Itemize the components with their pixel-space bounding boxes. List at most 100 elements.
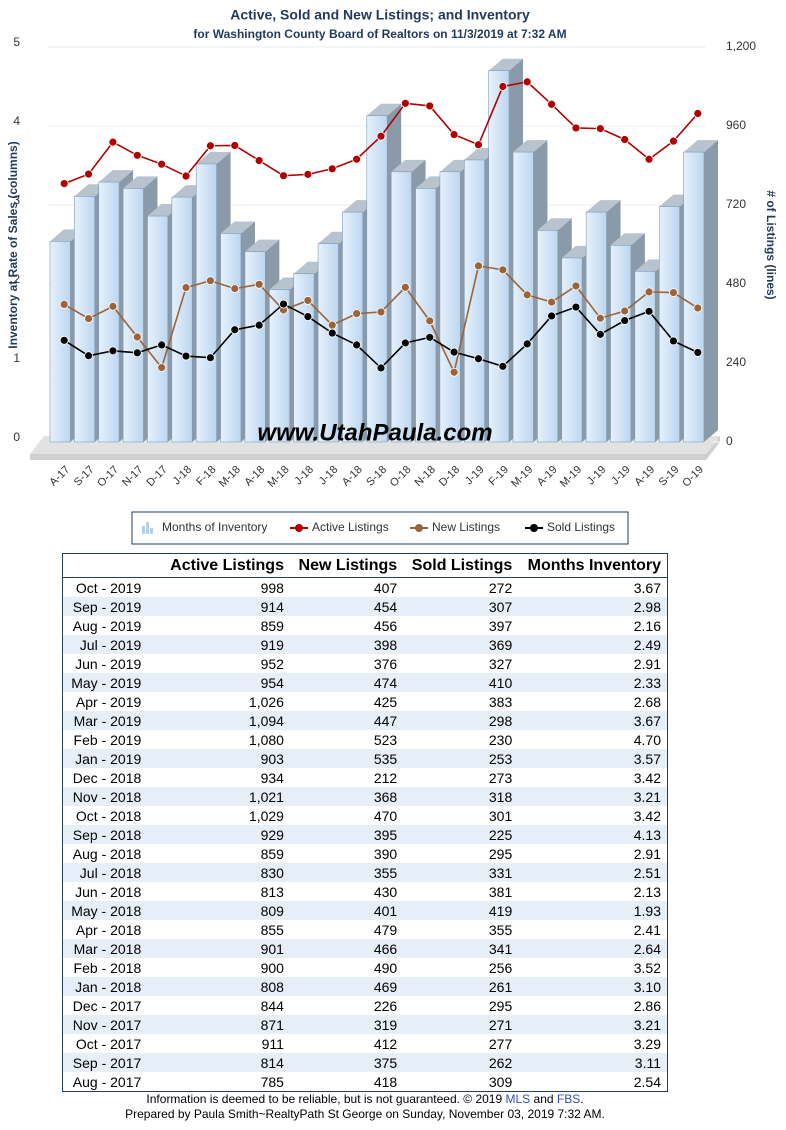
table-cell: 397	[488, 617, 513, 634]
y-tick-label: 3	[13, 193, 20, 207]
table-row: Oct - 2019 998 407 272 3.67	[63, 578, 668, 598]
y-tick-label: 0	[13, 430, 20, 444]
line-point	[449, 130, 459, 139]
table-row: Jan - 2018 808 469 261 3.10	[62, 977, 668, 996]
table-cell: 785	[260, 1073, 284, 1090]
table-cell: 419	[403, 901, 519, 920]
bar	[658, 206, 680, 443]
bar-top	[391, 159, 426, 172]
table-header: Active Listings New Listings Sold Listings…	[62, 553, 668, 578]
bar	[220, 233, 242, 443]
table-cell: 2.51	[518, 863, 668, 882]
line-point	[327, 328, 337, 338]
line-point	[206, 276, 215, 286]
bar-top	[610, 233, 645, 246]
bar	[147, 215, 169, 443]
mls-link[interactable]: MLS	[505, 1092, 531, 1106]
x-tick-label: M-18	[217, 464, 243, 490]
table-cell: 1,080	[248, 731, 284, 748]
table-cell: 1,021	[161, 787, 290, 806]
line-point	[279, 171, 288, 181]
table-cell: Jul - 2018	[62, 863, 162, 882]
table-cell: 368	[289, 787, 404, 806]
table-cell: 523	[373, 731, 398, 748]
line-point	[132, 332, 142, 342]
table-cell: 859	[260, 617, 284, 634]
table-cell: 277	[488, 1035, 513, 1052]
x-tick-label: S-17	[72, 464, 97, 489]
line-point	[303, 312, 313, 321]
y-tick-label: 4	[13, 114, 20, 128]
table-cell: 256	[488, 959, 513, 976]
table-cell: 355	[289, 863, 404, 882]
table-cell: 407	[373, 579, 398, 596]
table-cell: 383	[488, 693, 513, 710]
table-cell: 3.10	[518, 977, 668, 996]
table-cell: 859	[260, 845, 284, 862]
legend-swatch	[146, 522, 149, 534]
table-cell: Jul - 2019	[62, 635, 162, 654]
table-row: Sep - 2019 914 454 307 2.98	[62, 597, 668, 616]
table-cell: Aug - 2018	[72, 845, 142, 862]
line-point	[181, 351, 191, 361]
table-cell: 412	[373, 1035, 398, 1052]
bar	[98, 181, 120, 443]
bar	[171, 196, 193, 443]
line-point	[254, 156, 264, 165]
line-point	[108, 137, 118, 147]
table-row: Mar - 2019 1,094 447 298 3.67	[62, 711, 668, 730]
table-row: Jan - 2019 903 535 253 3.57	[62, 749, 668, 768]
table-cell: Nov - 2017	[62, 1015, 162, 1034]
line-point	[132, 348, 142, 358]
table-cell: 4.13	[518, 825, 668, 844]
table-cell: Aug - 2017	[72, 1073, 142, 1090]
table-cell: 954	[161, 673, 290, 692]
table-cell: 273	[488, 769, 513, 786]
chart: Active, Sold and New Listings; and Inven…	[6, 7, 778, 545]
x-tick-label: F-18	[194, 464, 218, 488]
y2-tick-label: 720	[726, 197, 746, 211]
table-cell: 903	[161, 749, 290, 768]
table-cell: 3.52	[633, 959, 661, 976]
table-cell: Sep - 2018	[62, 825, 162, 844]
bar	[488, 70, 510, 443]
table-cell: 1.93	[518, 901, 668, 920]
x-tick-label: M-18	[265, 464, 291, 490]
table-cell: 2.91	[633, 655, 661, 672]
line-point	[352, 154, 362, 164]
table-row: Apr - 2019 1,026 425 383 2.68	[63, 692, 668, 711]
line-point	[352, 340, 362, 350]
footer-text: and	[530, 1092, 557, 1106]
table-cell: Oct - 2017	[75, 1035, 142, 1052]
line-point	[693, 303, 703, 313]
table-cell: 295	[488, 845, 513, 862]
bar-top	[196, 151, 231, 164]
y2-axis-label: # of Listings (lines)	[764, 190, 778, 299]
line-point	[620, 316, 630, 325]
y-axis-label: Inventory at Rate of Sales (columns)	[6, 141, 20, 348]
line-point	[522, 339, 532, 349]
fbs-link[interactable]: FBS	[556, 1092, 581, 1106]
table-cell: 2.86	[633, 997, 661, 1014]
x-tick-label: D-17	[144, 464, 169, 489]
table-cell: 474	[289, 673, 404, 692]
x-tick-label: O-19	[680, 464, 706, 490]
line-point	[108, 301, 118, 311]
table-cell: 430	[373, 883, 398, 900]
y2-tick-label: 240	[726, 355, 746, 369]
table-cell: 830	[161, 863, 290, 882]
line-point	[693, 348, 703, 357]
line-point	[474, 140, 483, 150]
x-tick-label: A-18	[340, 464, 365, 489]
y-tick-label: 2	[13, 272, 20, 286]
table-cell: 3.11	[518, 1053, 668, 1072]
table-cell: 3.21	[518, 1015, 668, 1034]
table-cell: 2.16	[633, 617, 661, 634]
bar-top	[488, 58, 524, 71]
bar	[683, 151, 705, 443]
legend-swatch	[530, 524, 538, 532]
y-tick-label: 1	[13, 351, 20, 365]
legend-swatch	[415, 524, 423, 532]
line-point	[181, 283, 191, 293]
x-tick-label: J-19	[609, 464, 633, 488]
